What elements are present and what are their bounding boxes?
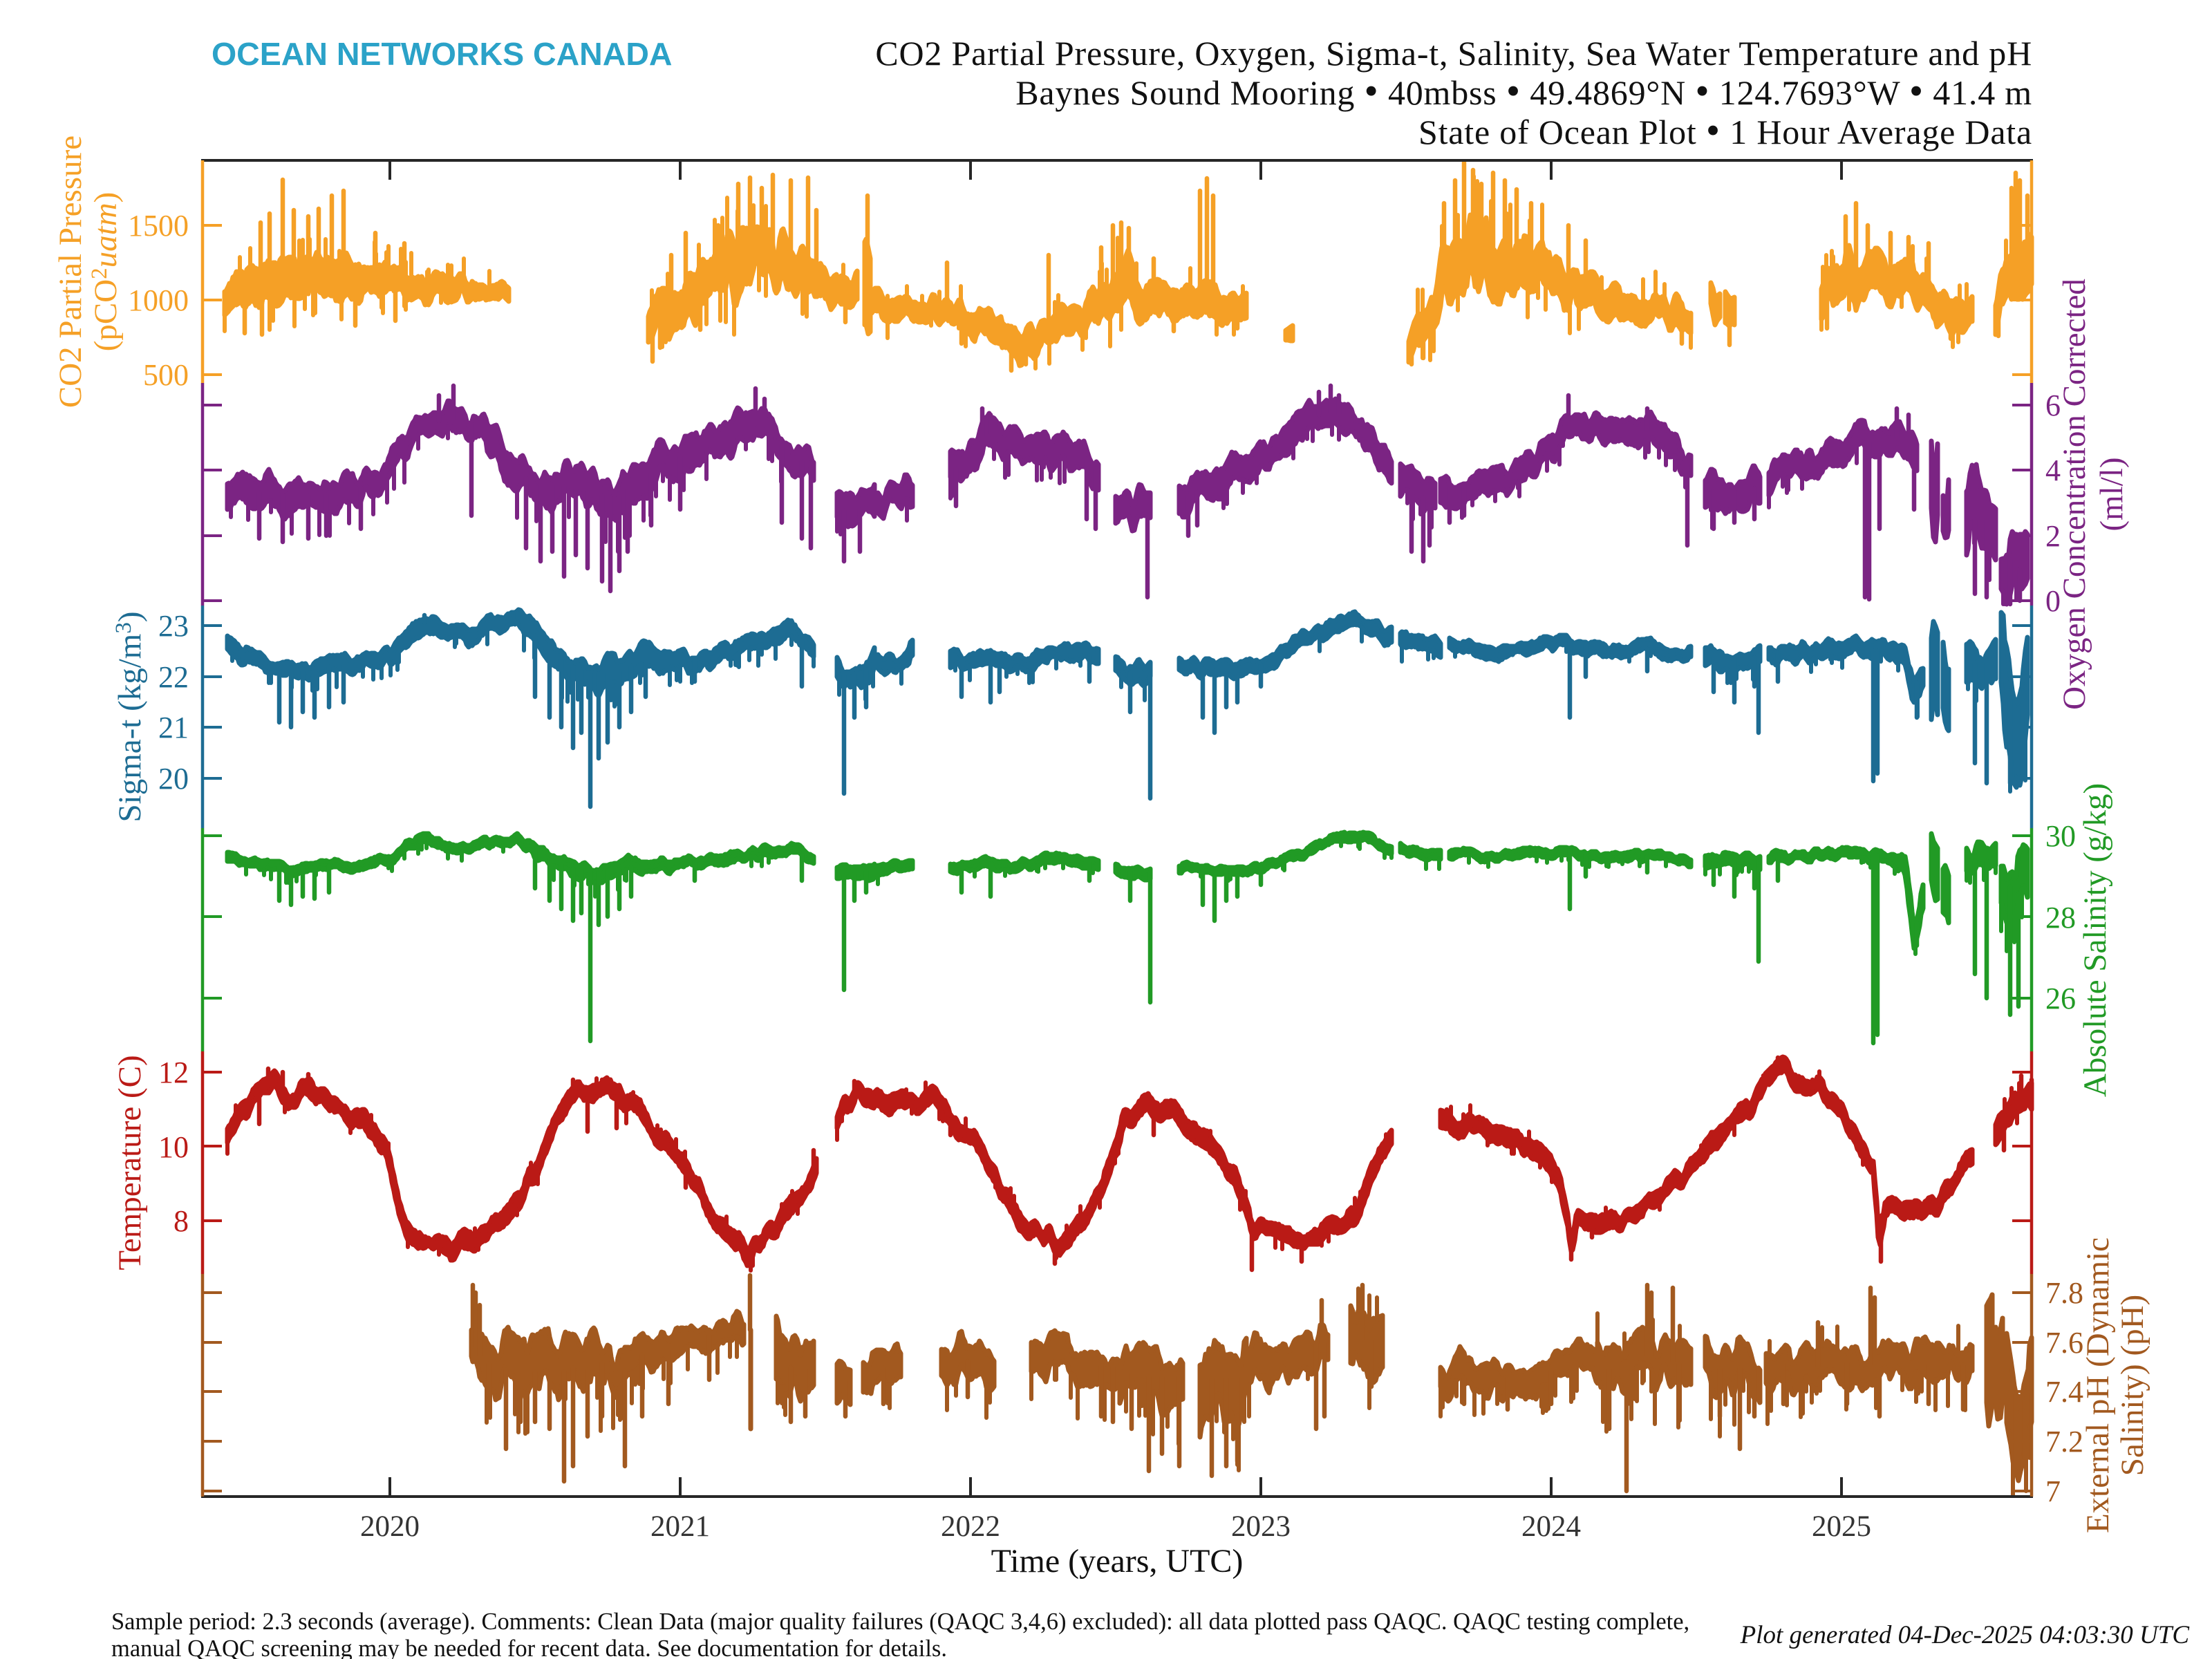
svg-text:7.8: 7.8 [2045, 1276, 2083, 1310]
svg-text:Baynes Sound Mooring • 40mbss: Baynes Sound Mooring • 40mbss • 49.4869°… [1015, 68, 2032, 113]
svg-text:Temperature (C): Temperature (C) [112, 1055, 148, 1270]
svg-text:External pH (Dynamic: External pH (Dynamic [2080, 1237, 2116, 1533]
svg-text:Plot generated 04-Dec-2025 04:: Plot generated 04-Dec-2025 04:03:30 UTC [1740, 1621, 2191, 1649]
svg-text:2021: 2021 [650, 1510, 710, 1543]
svg-text:30: 30 [2045, 819, 2076, 853]
svg-text:OCEAN NETWORKS CANADA: OCEAN NETWORKS CANADA [212, 36, 673, 72]
svg-text:23: 23 [158, 609, 189, 643]
svg-text:(ml/l): (ml/l) [2094, 457, 2130, 531]
svg-text:7.2: 7.2 [2045, 1425, 2083, 1459]
svg-text:8: 8 [174, 1204, 189, 1238]
svg-text:Oxygen Concentration Corrected: Oxygen Concentration Corrected [2056, 279, 2092, 710]
svg-text:1000: 1000 [128, 283, 189, 317]
svg-text:2025: 2025 [1812, 1510, 1871, 1543]
svg-text:28: 28 [2045, 901, 2076, 935]
svg-text:Time (years, UTC): Time (years, UTC) [991, 1543, 1244, 1580]
svg-text:CO2 Partial Pressure: CO2 Partial Pressure [53, 135, 88, 408]
svg-text:7: 7 [2045, 1474, 2061, 1508]
svg-text:2022: 2022 [941, 1510, 1000, 1543]
svg-text:0: 0 [2045, 584, 2061, 618]
svg-text:21: 21 [158, 711, 189, 744]
svg-text:2023: 2023 [1231, 1510, 1291, 1543]
svg-text:manual QAQC screening may be n: manual QAQC screening may be needed for … [111, 1635, 947, 1659]
svg-text:26: 26 [2045, 982, 2076, 1015]
svg-text:7.6: 7.6 [2045, 1326, 2083, 1360]
svg-text:2024: 2024 [1521, 1510, 1581, 1543]
svg-text:12: 12 [158, 1056, 189, 1089]
svg-text:4: 4 [2045, 453, 2061, 487]
svg-text:6: 6 [2045, 388, 2061, 422]
svg-text:20: 20 [158, 762, 189, 796]
svg-text:7.4: 7.4 [2045, 1375, 2083, 1409]
svg-text:State of Ocean Plot • 1 Hour A: State of Ocean Plot • 1 Hour Average Dat… [1418, 108, 2032, 153]
svg-text:1500: 1500 [128, 209, 189, 243]
svg-text:10: 10 [158, 1130, 189, 1164]
svg-text:Absolute Salinity (g/kg): Absolute Salinity (g/kg) [2077, 783, 2113, 1097]
svg-text:2020: 2020 [360, 1510, 420, 1543]
svg-text:Sigma-t (kg/m3): Sigma-t (kg/m3) [111, 612, 148, 823]
svg-text:22: 22 [158, 660, 189, 694]
svg-text:CO2 Partial Pressure, Oxygen,: CO2 Partial Pressure, Oxygen, Sigma-t, S… [875, 34, 2032, 73]
svg-text:500: 500 [143, 358, 189, 392]
svg-text:2: 2 [2045, 519, 2061, 553]
svg-text:Sample period: 2.3 seconds (av: Sample period: 2.3 seconds (average). Co… [111, 1609, 1689, 1635]
svg-text:Salinity) (pH): Salinity) (pH) [2115, 1295, 2150, 1476]
